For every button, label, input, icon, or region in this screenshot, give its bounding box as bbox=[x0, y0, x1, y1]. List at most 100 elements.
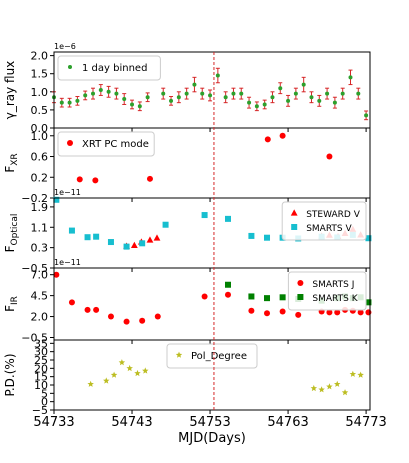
x-tick-label: 54733 bbox=[33, 415, 74, 430]
series-smarts-j bbox=[53, 271, 372, 325]
legend-label: SMARTS V bbox=[306, 224, 352, 234]
data-point bbox=[53, 196, 60, 203]
data-point bbox=[92, 177, 99, 184]
data-point bbox=[93, 306, 100, 313]
data-point bbox=[365, 299, 372, 306]
y-tick-label: 0.5 bbox=[31, 104, 49, 117]
data-point bbox=[248, 307, 255, 314]
data-point bbox=[137, 104, 142, 109]
legend: 1 day binned bbox=[57, 55, 161, 81]
y-tick-label: 0.2 bbox=[31, 171, 49, 184]
data-point bbox=[146, 175, 153, 182]
data-point bbox=[247, 100, 252, 105]
data-point bbox=[67, 100, 72, 105]
legend: XRT PC mode bbox=[57, 131, 155, 157]
y-tick-label: 0 bbox=[41, 396, 48, 409]
data-point bbox=[295, 311, 302, 318]
legend: Pol_Degree bbox=[166, 343, 258, 369]
data-point bbox=[301, 82, 306, 87]
data-point bbox=[200, 91, 205, 96]
y-tick-label: 4.5 bbox=[31, 290, 49, 303]
data-point bbox=[279, 132, 286, 139]
y-tick-label: −5 bbox=[32, 404, 48, 417]
data-point bbox=[169, 98, 174, 103]
data-point bbox=[103, 377, 110, 384]
y-tick-label: 5 bbox=[41, 387, 48, 400]
y-tick-label: 15 bbox=[34, 371, 48, 384]
data-point bbox=[146, 236, 154, 243]
data-point bbox=[286, 98, 291, 103]
y-tick-label: 2.0 bbox=[31, 50, 49, 63]
data-point bbox=[130, 241, 138, 248]
data-point bbox=[75, 98, 80, 103]
data-point bbox=[317, 98, 322, 103]
data-point bbox=[107, 239, 114, 246]
x-tick-label: 54773 bbox=[345, 415, 386, 430]
legend-marker bbox=[67, 140, 73, 146]
x-tick-label: 54743 bbox=[111, 415, 152, 430]
panel-1: 0.0 0.5 1.0 1.5 2.0 γ_ray flux 1e−6 1 day binne… bbox=[3, 42, 371, 135]
series-pol-degree bbox=[87, 359, 364, 396]
data-point bbox=[84, 306, 91, 313]
data-point bbox=[248, 293, 255, 300]
data-point bbox=[107, 313, 114, 320]
data-point bbox=[110, 371, 118, 378]
legend-frame bbox=[281, 201, 367, 241]
data-point bbox=[59, 100, 64, 105]
y-tick-label: 20 bbox=[34, 362, 48, 375]
data-point bbox=[326, 383, 333, 390]
y-tick-label: 1.5 bbox=[31, 68, 49, 81]
y-tick-label: 2.0 bbox=[31, 311, 49, 324]
panel-3: −0.5 0.3 1.1 1.9 FOptical 1e−11 STEWARD V SMART… bbox=[3, 188, 372, 275]
data-point bbox=[279, 308, 286, 315]
legend-label: 1 day binned bbox=[82, 63, 147, 74]
panel-frame bbox=[53, 339, 371, 411]
y-tick-label: 0.3 bbox=[31, 242, 49, 255]
data-point bbox=[357, 371, 364, 378]
data-point bbox=[145, 95, 150, 100]
data-point bbox=[154, 313, 161, 320]
data-point bbox=[201, 293, 208, 300]
data-point bbox=[293, 91, 298, 96]
panel-4: −0.5 2.0 4.5 7.0 FIR 1e−11 SMARTS J SMARTS K bbox=[3, 258, 372, 344]
legend-marker bbox=[291, 224, 298, 230]
data-point bbox=[98, 88, 103, 92]
legend-marker bbox=[175, 351, 183, 358]
y-tick-label: 1.1 bbox=[31, 221, 49, 234]
legend-frame bbox=[57, 55, 161, 81]
legend: STEWARD V SMARTS V bbox=[281, 201, 367, 241]
data-point bbox=[223, 95, 228, 100]
y-tick-label: 1.0 bbox=[31, 86, 49, 99]
legend-label: SMARTS J bbox=[312, 280, 354, 290]
data-point bbox=[224, 215, 231, 222]
y-tick-label: −0.2 bbox=[21, 192, 48, 205]
y-tick-label: 0.0 bbox=[31, 122, 49, 135]
data-point bbox=[201, 212, 208, 219]
data-point bbox=[334, 309, 341, 316]
data-point bbox=[162, 221, 169, 228]
y-offset-label: 1e−6 bbox=[54, 42, 76, 51]
legend-marker bbox=[68, 65, 72, 69]
x-axis-label: MJD(Days) bbox=[178, 431, 246, 446]
y-axis-label: FOptical bbox=[3, 214, 20, 253]
data-point bbox=[264, 136, 271, 143]
data-point bbox=[279, 294, 286, 301]
data-point bbox=[161, 91, 166, 96]
y-tick-label: −0.5 bbox=[21, 331, 48, 344]
y-offset-label: 1e−11 bbox=[54, 188, 81, 197]
data-point bbox=[76, 176, 83, 183]
data-point bbox=[262, 102, 267, 107]
data-point bbox=[106, 89, 111, 94]
data-point bbox=[348, 75, 353, 80]
y-axis-label: FIR bbox=[3, 296, 20, 312]
y-tick-label: 1.9 bbox=[31, 201, 49, 214]
data-point bbox=[326, 153, 333, 160]
data-point bbox=[68, 299, 75, 306]
data-point bbox=[139, 240, 146, 247]
legend-frame bbox=[287, 271, 367, 311]
data-point bbox=[184, 91, 189, 96]
data-point bbox=[139, 317, 146, 324]
data-point bbox=[208, 93, 213, 98]
data-point bbox=[318, 386, 325, 393]
